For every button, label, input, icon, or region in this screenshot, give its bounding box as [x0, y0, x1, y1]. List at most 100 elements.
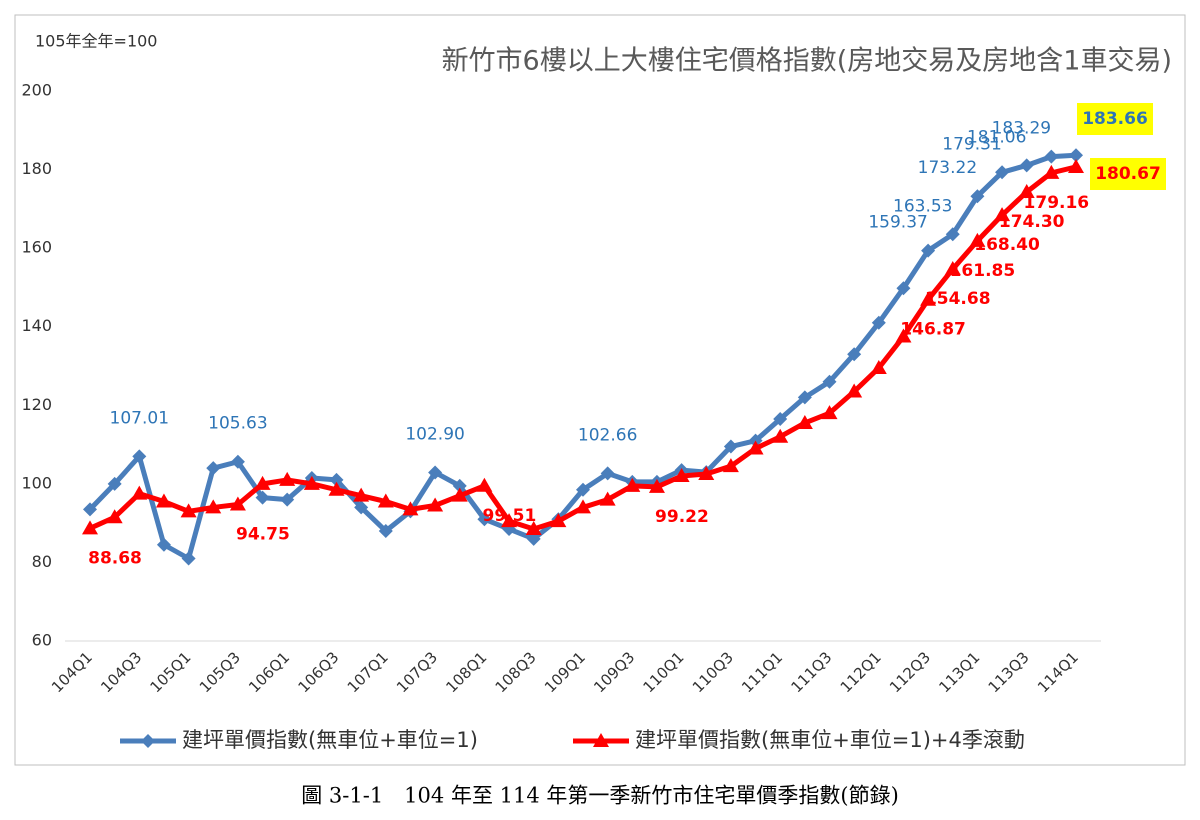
marker	[995, 165, 1010, 180]
marker	[822, 374, 837, 389]
marker	[550, 513, 567, 528]
marker	[723, 439, 738, 454]
marker	[648, 478, 665, 493]
chart-subtitle: 105年全年=100	[35, 32, 158, 51]
marker	[1068, 158, 1084, 173]
marker	[156, 537, 171, 552]
marker	[722, 458, 739, 473]
marker	[797, 390, 812, 405]
data-label: 174.30	[999, 212, 1065, 232]
data-label: 102.66	[578, 425, 637, 445]
marker	[969, 232, 986, 247]
marker	[378, 524, 393, 538]
data-label: 146.87	[900, 320, 966, 340]
data-label: 159.37	[868, 213, 927, 233]
marker	[747, 440, 764, 455]
marker	[180, 503, 197, 518]
marker	[451, 487, 468, 502]
marker	[181, 551, 196, 566]
marker	[870, 359, 887, 374]
marker	[303, 475, 320, 490]
marker	[82, 520, 98, 535]
marker	[944, 261, 961, 276]
marker	[871, 315, 886, 330]
label-highlight	[1090, 158, 1166, 190]
marker	[255, 490, 270, 505]
marker	[1069, 148, 1083, 163]
y-tick-label: 120	[21, 395, 52, 414]
data-label: 183.29	[992, 119, 1051, 139]
marker	[772, 428, 789, 443]
marker	[895, 328, 912, 343]
data-label: 173.22	[918, 158, 977, 178]
data-label: 161.85	[950, 261, 1016, 281]
y-tick-label: 180	[21, 159, 52, 178]
data-label: 102.90	[405, 424, 464, 444]
marker	[846, 383, 863, 398]
data-label: 179.16	[1024, 193, 1090, 213]
marker	[501, 513, 518, 528]
marker	[132, 449, 147, 464]
marker	[354, 500, 369, 515]
data-label: 99.22	[655, 507, 709, 527]
marker	[576, 482, 590, 497]
marker	[402, 501, 419, 516]
marker	[131, 485, 148, 500]
marker	[328, 481, 345, 496]
marker	[599, 491, 616, 506]
marker	[1018, 183, 1035, 198]
y-tick-label: 140	[21, 316, 52, 335]
y-tick-label: 160	[21, 238, 52, 257]
marker	[427, 497, 444, 512]
caption: 圖 3-1-1 104 年至 114 年第一季新竹市住宅單價季指數(節錄)	[301, 784, 899, 808]
marker	[452, 478, 467, 493]
marker	[624, 477, 641, 492]
marker	[525, 521, 542, 536]
marker	[155, 493, 172, 508]
data-label: 163.53	[893, 196, 952, 216]
data-label: 183.66	[1082, 109, 1148, 129]
marker	[945, 227, 960, 242]
chart-frame	[14, 14, 1186, 766]
marker	[476, 477, 493, 492]
data-label: 88.68	[88, 548, 142, 568]
data-label: 179.31	[942, 134, 1001, 154]
marker	[428, 465, 443, 480]
marker	[1043, 164, 1060, 179]
data-label: 168.40	[974, 235, 1040, 255]
marker	[673, 468, 690, 482]
data-label: 99.51	[483, 506, 537, 526]
marker	[205, 499, 222, 514]
marker	[254, 475, 271, 490]
data-label: 94.75	[236, 524, 290, 544]
y-tick-label: 60	[32, 631, 52, 650]
marker	[994, 207, 1011, 222]
marker	[698, 466, 715, 481]
y-tick-label: 100	[21, 473, 52, 492]
data-label: 154.68	[925, 289, 991, 309]
legend-marker	[141, 734, 155, 748]
label-highlight	[1077, 103, 1153, 135]
marker	[229, 496, 246, 511]
data-label: 181.06	[967, 127, 1026, 147]
marker	[280, 492, 295, 507]
marker	[107, 476, 122, 491]
marker	[353, 487, 370, 502]
data-label: 105.63	[208, 414, 267, 434]
y-tick-label: 200	[21, 81, 52, 100]
marker	[106, 509, 123, 524]
legend-label: 建坪單價指數(無車位+車位=1)	[182, 728, 478, 752]
marker	[526, 531, 541, 546]
marker	[1044, 149, 1059, 164]
marker	[920, 291, 937, 306]
marker	[921, 243, 936, 258]
data-label: 180.67	[1095, 164, 1161, 184]
marker	[575, 499, 591, 514]
marker	[821, 405, 838, 420]
marker	[773, 412, 788, 427]
chart-title: 新竹市6樓以上大樓住宅價格指數(房地交易及房地含1車交易)	[442, 46, 1172, 77]
legend-marker	[593, 733, 609, 747]
marker	[600, 466, 615, 481]
marker	[796, 414, 813, 429]
